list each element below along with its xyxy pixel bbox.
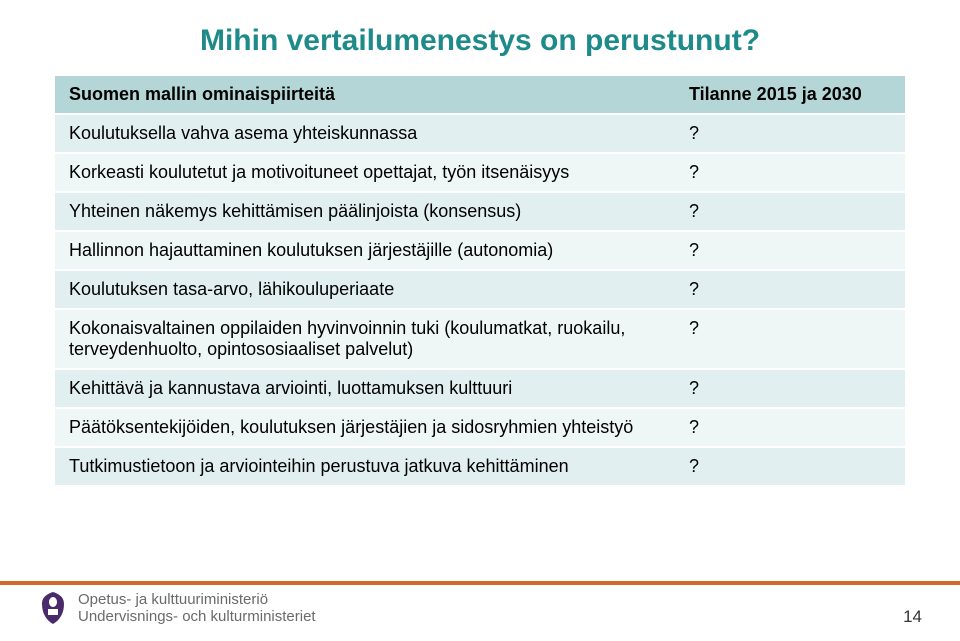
- table-row: Päätöksentekijöiden, koulutuksen järjest…: [55, 408, 905, 447]
- table-header-row: Suomen mallin ominaispiirteitä Tilanne 2…: [55, 76, 905, 114]
- table-row: Hallinnon hajauttaminen koulutuksen järj…: [55, 231, 905, 270]
- table-row: Korkeasti koulutetut ja motivoituneet op…: [55, 153, 905, 192]
- table-cell: ?: [675, 447, 905, 486]
- table-cell: Tutkimustietoon ja arviointeihin perustu…: [55, 447, 675, 486]
- table-row: Yhteinen näkemys kehittämisen päälinjois…: [55, 192, 905, 231]
- features-table: Suomen mallin ominaispiirteitä Tilanne 2…: [55, 76, 905, 487]
- table-cell: Koulutuksen tasa-arvo, lähikouluperiaate: [55, 270, 675, 309]
- table-cell: Kehittävä ja kannustava arviointi, luott…: [55, 369, 675, 408]
- table-cell: Kokonaisvaltainen oppilaiden hyvinvoinni…: [55, 309, 675, 369]
- table-cell: ?: [675, 408, 905, 447]
- table-cell: Hallinnon hajauttaminen koulutuksen järj…: [55, 231, 675, 270]
- page-number: 14: [903, 607, 922, 627]
- table-cell: ?: [675, 114, 905, 153]
- table-cell: Päätöksentekijöiden, koulutuksen järjest…: [55, 408, 675, 447]
- footer-accent-bar: [0, 581, 960, 585]
- table-cell: Yhteinen näkemys kehittämisen päälinjois…: [55, 192, 675, 231]
- table-row: Koulutuksella vahva asema yhteiskunnassa…: [55, 114, 905, 153]
- table-cell: ?: [675, 153, 905, 192]
- ministry-name-sv: Undervisnings- och kulturministeriet: [78, 608, 316, 625]
- table-cell: Korkeasti koulutetut ja motivoituneet op…: [55, 153, 675, 192]
- ministry-logo-block: Opetus- ja kulttuuriministeriö Undervisn…: [38, 591, 316, 626]
- table-cell: ?: [675, 192, 905, 231]
- footer: Opetus- ja kulttuuriministeriö Undervisn…: [0, 581, 960, 641]
- table-cell: ?: [675, 231, 905, 270]
- page-title: Mihin vertailumenestys on perustunut?: [0, 0, 960, 76]
- table-header-cell: Suomen mallin ominaispiirteitä: [55, 76, 675, 114]
- lion-crest-icon: [38, 591, 68, 625]
- table-row: Kehittävä ja kannustava arviointi, luott…: [55, 369, 905, 408]
- table-cell: ?: [675, 309, 905, 369]
- table-cell: ?: [675, 369, 905, 408]
- table-cell: ?: [675, 270, 905, 309]
- table-header-cell: Tilanne 2015 ja 2030: [675, 76, 905, 114]
- table-row: Tutkimustietoon ja arviointeihin perustu…: [55, 447, 905, 486]
- crest-path: [42, 592, 64, 624]
- table-row: Kokonaisvaltainen oppilaiden hyvinvoinni…: [55, 309, 905, 369]
- ministry-name-fi: Opetus- ja kulttuuriministeriö: [78, 591, 316, 608]
- table-row: Koulutuksen tasa-arvo, lähikouluperiaate…: [55, 270, 905, 309]
- table-cell: Koulutuksella vahva asema yhteiskunnassa: [55, 114, 675, 153]
